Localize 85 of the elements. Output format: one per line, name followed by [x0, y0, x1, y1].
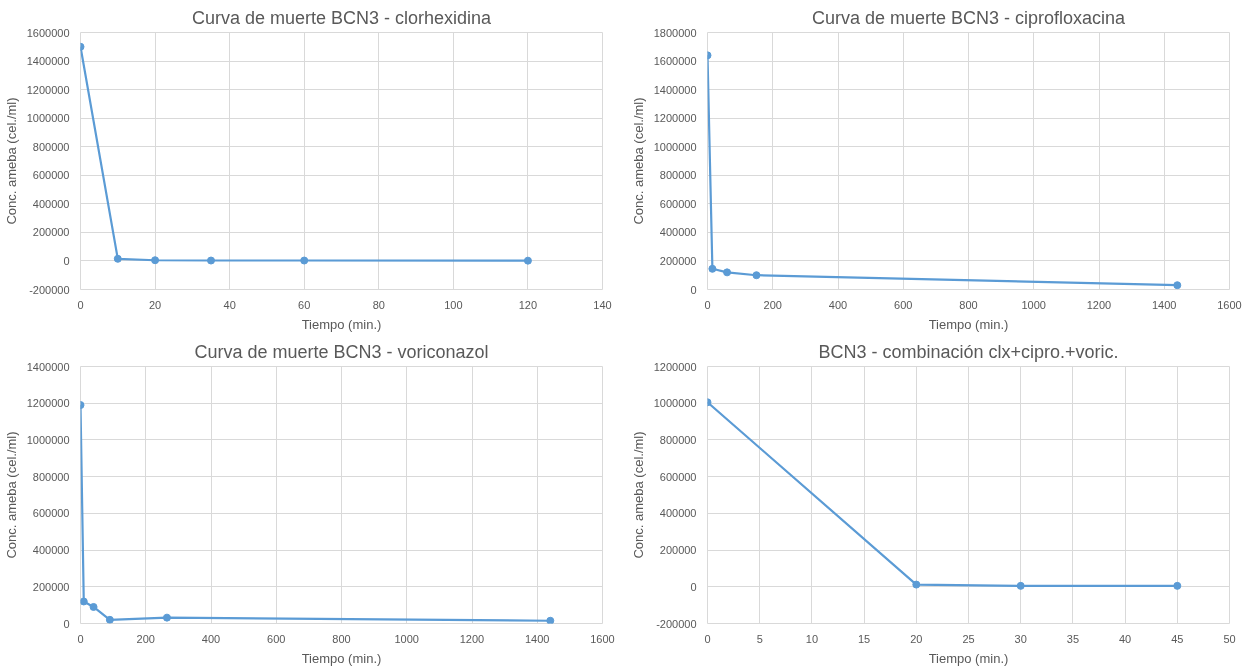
chart-title: Curva de muerte BCN3 - voriconazol — [194, 341, 489, 362]
y-tick-label: 400000 — [32, 544, 70, 557]
x-tick-label: 800 — [332, 632, 351, 645]
y-tick-label: 1800000 — [653, 26, 697, 39]
x-tick-label: 0 — [77, 298, 84, 311]
y-tick-label: 200000 — [32, 226, 70, 239]
x-tick-label: 30 — [1014, 632, 1027, 645]
y-tick-label: 1200000 — [26, 397, 70, 410]
y-axis-title: Conc. ameba (cel./ml) — [630, 431, 646, 559]
y-tick-label: 1200000 — [653, 360, 697, 373]
x-tick-label: 1200 — [459, 632, 485, 645]
x-tick-label: 0 — [704, 632, 711, 645]
x-tick-label: 40 — [223, 298, 236, 311]
x-tick-label: 1400 — [1152, 298, 1177, 311]
x-tick-label: 80 — [372, 298, 385, 311]
x-tick-label: 1400 — [525, 632, 550, 645]
x-tick-label: 25 — [962, 632, 975, 645]
x-tick-label: 10 — [805, 632, 819, 645]
y-tick-label: 1400000 — [26, 360, 70, 373]
y-tick-label: 200000 — [659, 544, 697, 557]
x-axis-title: Tiempo (min.) — [928, 316, 1009, 332]
y-tick-label: 0 — [690, 283, 697, 296]
x-tick-label: 15 — [857, 632, 871, 645]
y-tick-label: 1600000 — [26, 26, 70, 39]
y-tick-label: 1200000 — [653, 112, 697, 125]
x-tick-label: 400 — [201, 632, 221, 645]
y-tick-label: 1000000 — [26, 433, 70, 446]
x-tick-label: 50 — [1223, 632, 1236, 645]
y-tick-label: 800000 — [659, 433, 697, 446]
x-tick-label: 600 — [894, 298, 913, 311]
x-axis-title: Tiempo (min.) — [301, 316, 382, 332]
y-tick-label: 400000 — [659, 507, 697, 520]
y-tick-label: 800000 — [32, 470, 70, 483]
y-tick-label: 600000 — [32, 169, 70, 182]
y-tick-label: 0 — [690, 580, 697, 593]
x-axis-title: Tiempo (min.) — [301, 650, 382, 666]
y-tick-label: 0 — [63, 254, 70, 267]
x-tick-label: 20 — [910, 632, 923, 645]
x-tick-label: 120 — [518, 298, 538, 311]
x-tick-label: 1600 — [1217, 298, 1242, 311]
y-tick-label: 600000 — [32, 507, 70, 520]
y-tick-label: 600000 — [659, 470, 697, 483]
y-tick-label: 0 — [63, 617, 70, 630]
y-axis-title: Conc. ameba (cel./ml) — [3, 97, 19, 225]
y-tick-label: -200000 — [656, 617, 697, 630]
y-tick-label: 1400000 — [653, 83, 697, 96]
x-tick-label: 40 — [1118, 632, 1132, 645]
y-tick-label: 800000 — [32, 140, 70, 153]
y-tick-label: -200000 — [29, 283, 70, 296]
y-tick-label: 400000 — [659, 226, 697, 239]
x-tick-label: 140 — [593, 298, 612, 311]
y-tick-label: 200000 — [32, 580, 70, 593]
y-tick-label: 800000 — [659, 169, 697, 182]
y-tick-label: 200000 — [659, 254, 697, 267]
x-axis-title: Tiempo (min.) — [928, 650, 1009, 666]
x-tick-label: 1000 — [394, 632, 419, 645]
x-tick-label: 100 — [444, 298, 463, 311]
x-tick-label: 200 — [136, 632, 155, 645]
x-tick-label: 1600 — [590, 632, 615, 645]
x-tick-label: 0 — [77, 632, 84, 645]
x-tick-label: 0 — [704, 298, 711, 311]
y-axis-title: Conc. ameba (cel./ml) — [630, 97, 646, 225]
x-tick-label: 1000 — [1021, 298, 1046, 311]
x-tick-label: 60 — [298, 298, 311, 311]
y-tick-label: 400000 — [32, 197, 70, 210]
y-tick-label: 1000000 — [26, 112, 70, 125]
x-tick-label: 400 — [828, 298, 848, 311]
chart-title: Curva de muerte BCN3 - ciprofloxacina — [811, 7, 1127, 28]
x-tick-label: 20 — [148, 298, 162, 311]
y-tick-label: 1600000 — [653, 55, 697, 68]
y-tick-label: 1000000 — [653, 397, 697, 410]
x-tick-label: 600 — [267, 632, 286, 645]
y-tick-label: 1000000 — [653, 140, 697, 153]
x-tick-label: 45 — [1171, 632, 1184, 645]
y-tick-label: 1400000 — [26, 55, 70, 68]
chart-title: BCN3 - combinación clx+cipro.+voric. — [818, 341, 1119, 362]
y-tick-label: 1200000 — [26, 83, 70, 96]
x-tick-label: 800 — [959, 298, 978, 311]
chart-title: Curva de muerte BCN3 - clorhexidina — [191, 7, 493, 28]
x-tick-label: 200 — [763, 298, 782, 311]
y-axis-title: Conc. ameba (cel./ml) — [3, 431, 19, 559]
x-tick-label: 1200 — [1086, 298, 1112, 311]
x-tick-label: 5 — [756, 632, 763, 645]
x-tick-label: 35 — [1066, 632, 1080, 645]
y-tick-label: 600000 — [659, 197, 697, 210]
